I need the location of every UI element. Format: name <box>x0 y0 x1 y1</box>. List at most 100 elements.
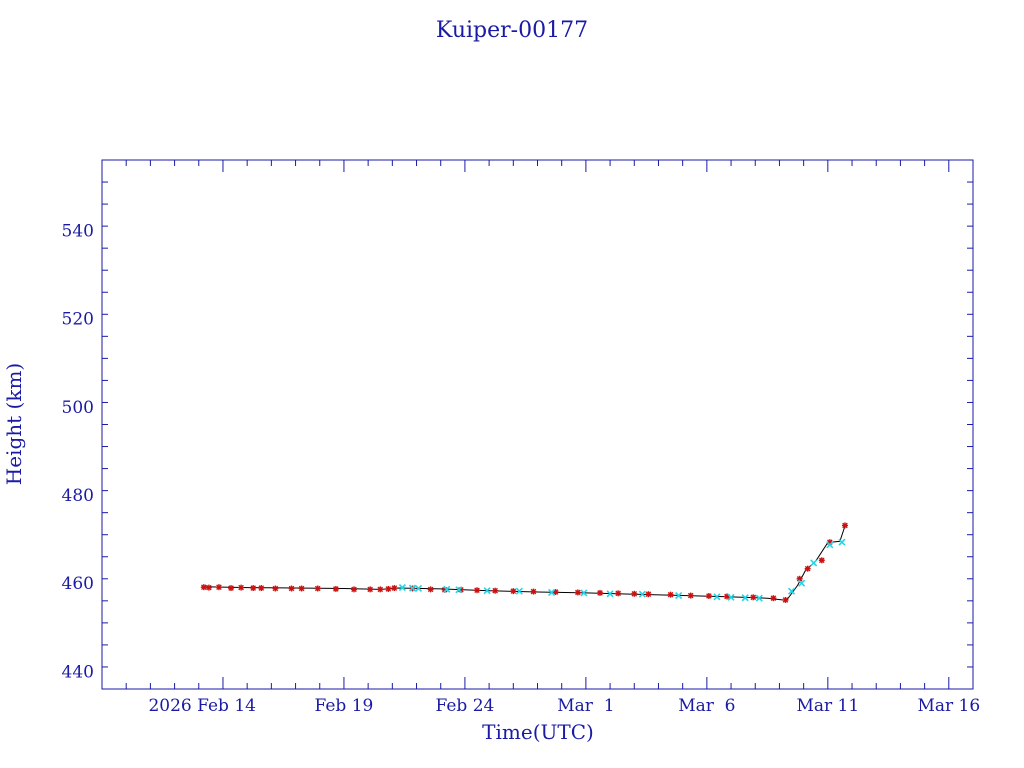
data-point <box>782 596 789 603</box>
data-point <box>750 594 757 601</box>
data-point <box>798 579 806 587</box>
marker-stroke <box>787 587 796 595</box>
data-point <box>215 584 222 591</box>
data-point <box>705 592 712 599</box>
marker-stroke <box>638 590 646 598</box>
x-tick-label: Feb 24 <box>435 696 494 716</box>
marker-stroke <box>750 594 757 601</box>
marker-stroke <box>427 586 434 593</box>
data-point <box>238 584 245 591</box>
marker-stroke <box>391 585 398 591</box>
x-axis: 2026 Feb 14 Feb 19 Feb 24 Mar 1 Mar 6 Mar 11 M… <box>101 160 980 716</box>
marker-stroke <box>250 585 257 591</box>
marker-stroke <box>755 594 763 602</box>
data-point <box>298 585 305 592</box>
marker-stroke <box>782 597 789 603</box>
marker-stroke <box>552 589 559 595</box>
marker-stroke <box>206 584 212 591</box>
marker-stroke <box>377 586 384 593</box>
marker-stroke <box>575 589 581 596</box>
marker-stroke <box>548 588 556 597</box>
x-tick-label: Mar 1 <box>557 696 614 716</box>
marker-stroke <box>298 585 305 592</box>
marker-stroke <box>483 587 491 595</box>
marker-stroke <box>333 586 339 592</box>
plot-frame <box>101 159 974 690</box>
marker-stroke <box>258 585 265 591</box>
data-point <box>367 586 374 593</box>
marker-stroke <box>675 591 683 600</box>
marker-stroke <box>216 584 222 590</box>
marker-stroke <box>530 588 537 595</box>
y-tick-label: 540 <box>62 222 94 242</box>
data-point <box>200 584 207 591</box>
marker-stroke <box>687 592 694 599</box>
data-point <box>377 586 384 593</box>
marker-stroke <box>606 590 614 598</box>
data-point <box>838 538 846 546</box>
x-axis-label: Time(UTC) <box>482 720 594 744</box>
x-tick-label: Mar 16 <box>917 696 980 716</box>
data-point <box>755 594 763 602</box>
data-point <box>398 584 406 592</box>
marker-stroke <box>492 587 498 594</box>
marker-stroke <box>272 585 279 592</box>
data-point <box>492 587 499 594</box>
marker-stroke <box>810 559 818 567</box>
data-point <box>288 585 295 592</box>
data-point <box>332 585 339 592</box>
marker-stroke <box>385 586 392 592</box>
data-point <box>483 587 491 595</box>
data-point <box>385 585 392 592</box>
y-tick-label: 440 <box>62 662 94 682</box>
data-point <box>606 590 614 598</box>
marker-stroke <box>580 589 588 597</box>
marker-stroke <box>706 593 712 599</box>
data-point <box>455 586 463 594</box>
chart-title: Kuiper-00177 <box>436 18 588 43</box>
marker-stroke <box>351 586 357 593</box>
data-point <box>818 557 825 564</box>
marker-stroke <box>288 585 295 592</box>
marker-stroke <box>818 557 825 564</box>
y-tick-label: 500 <box>62 398 94 418</box>
data-point <box>391 585 398 592</box>
marker-stroke <box>838 538 846 546</box>
y-tick-label: 480 <box>62 486 94 506</box>
marker-stroke <box>510 588 517 594</box>
data-point <box>351 586 358 593</box>
marker-stroke <box>474 587 480 594</box>
plot-area <box>200 522 848 603</box>
data-point <box>804 565 811 572</box>
marker-stroke <box>804 565 811 572</box>
marker-stroke <box>515 587 523 595</box>
data-point <box>515 587 523 595</box>
data-point <box>615 590 622 597</box>
data-point <box>408 584 417 592</box>
data-point <box>810 559 818 567</box>
data-point <box>796 575 803 582</box>
data-point <box>580 589 588 597</box>
x-tick-label: 2026 Feb 14 <box>148 696 256 716</box>
marker-stroke <box>631 590 638 597</box>
data-point <box>645 591 652 598</box>
data-point <box>414 584 423 593</box>
data-point <box>548 588 556 597</box>
data-point <box>687 592 694 599</box>
marker-stroke <box>408 584 417 592</box>
marker-stroke <box>798 579 806 587</box>
marker-stroke <box>455 586 463 594</box>
data-point <box>443 585 451 593</box>
data-point <box>638 590 646 598</box>
data-point <box>272 585 279 592</box>
x-tick-label: Mar 11 <box>796 696 859 716</box>
marker-stroke <box>367 586 373 593</box>
marker-stroke <box>727 593 735 601</box>
data-point <box>510 588 517 595</box>
data-point <box>675 591 683 600</box>
x-tick-label: Mar 6 <box>678 696 735 716</box>
data-point <box>474 587 481 594</box>
marker-stroke <box>615 590 621 597</box>
data-point <box>258 585 265 592</box>
